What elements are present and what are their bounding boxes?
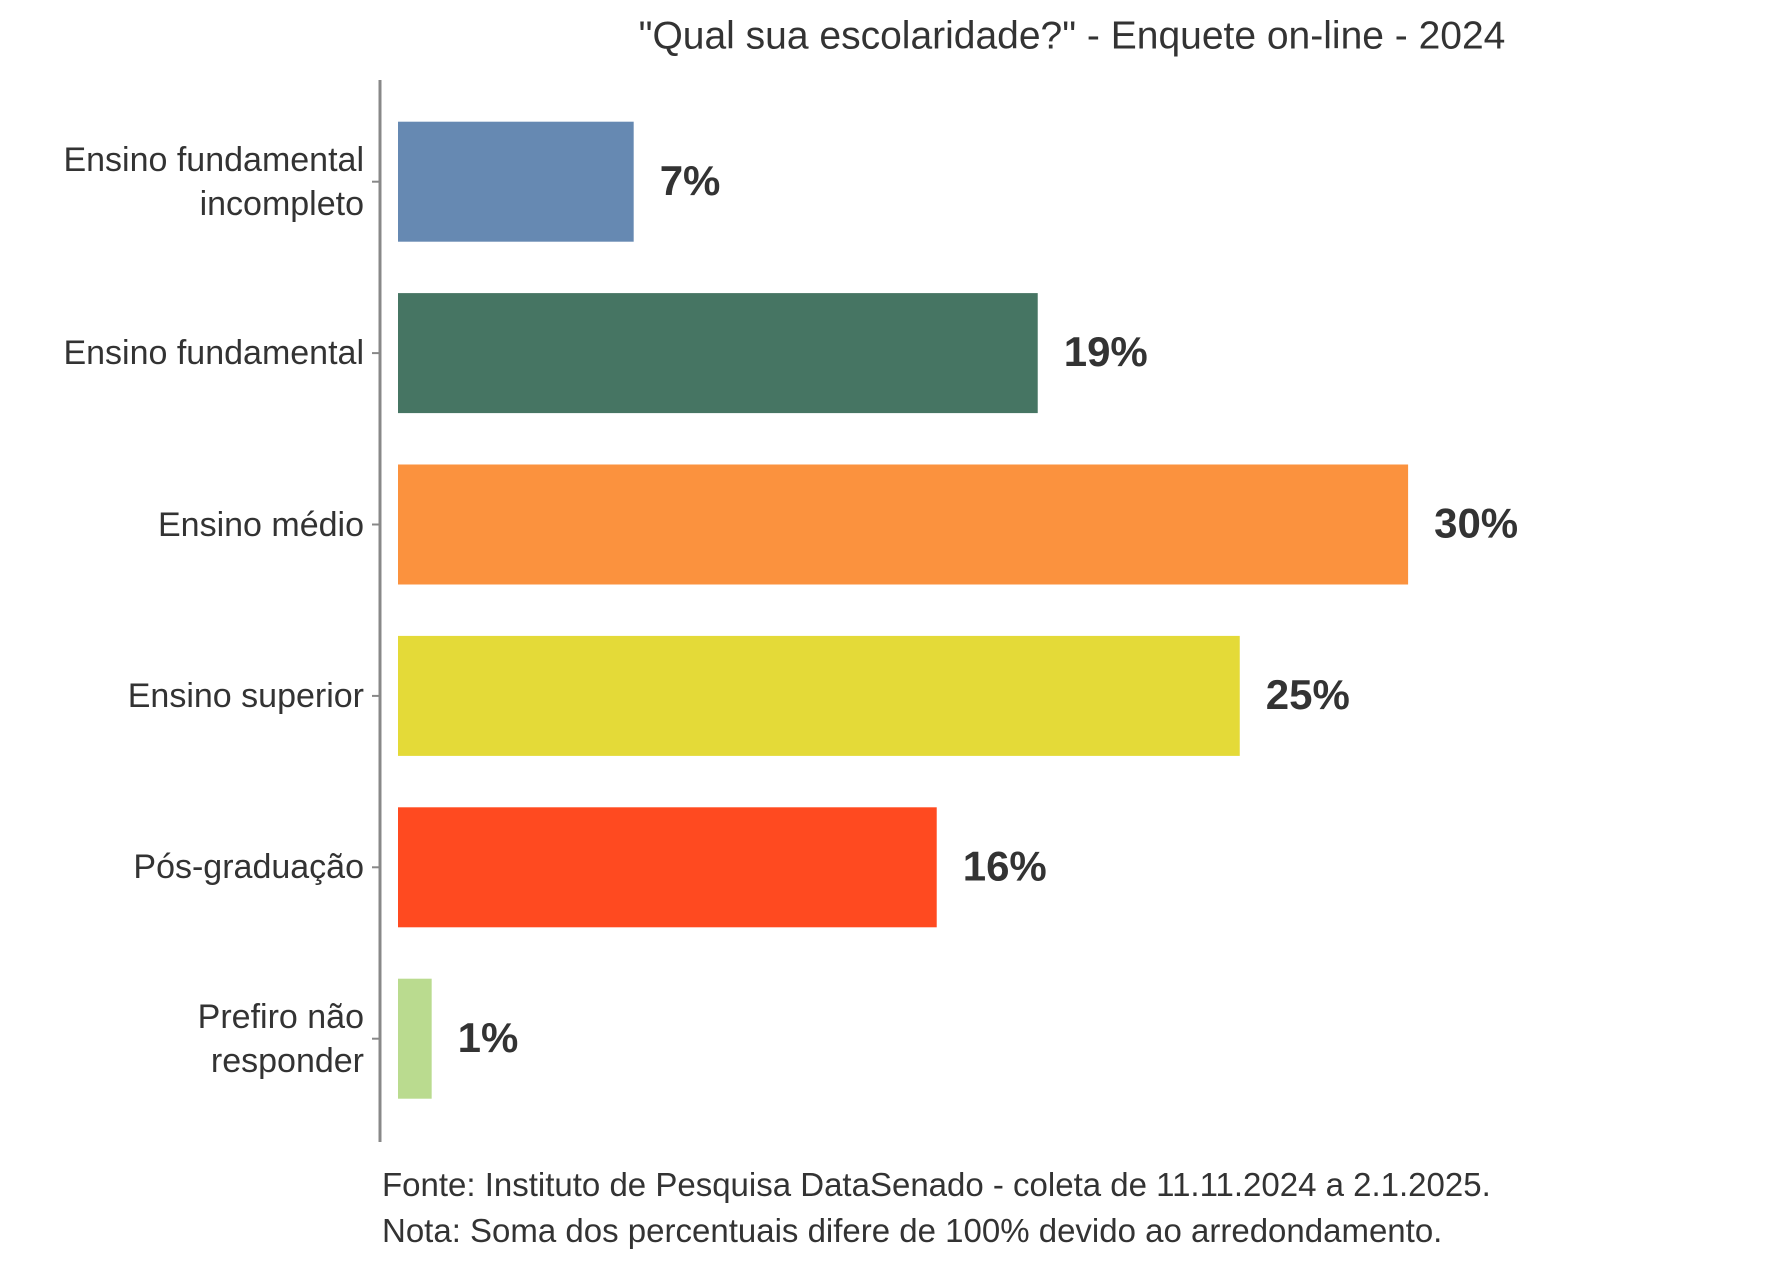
y-tick-label: Ensino médio — [157, 505, 364, 544]
bar — [398, 807, 937, 928]
bar — [398, 121, 634, 242]
y-tick-label: Prefiro não responder — [197, 997, 364, 1080]
value-label: 30% — [1434, 500, 1518, 547]
source: Fonte: Instituto de Pesquisa DataSenado … — [382, 1166, 1491, 1203]
value-label: 19% — [1064, 328, 1148, 375]
value-label: 7% — [660, 157, 721, 204]
chart-title: "Qual sua escolaridade?" - Enquete on-li… — [639, 14, 1506, 57]
bar — [398, 464, 1409, 585]
note: Nota: Soma dos percentuais difere de 100… — [382, 1212, 1443, 1249]
y-tick-label: Ensino fundamental — [63, 334, 364, 373]
y-tick-label: Ensino fundamental incompleto — [63, 140, 364, 223]
bar — [398, 635, 1240, 756]
bar — [398, 978, 432, 1099]
y-tick-label: Ensino superior — [127, 676, 364, 715]
value-label: 16% — [963, 842, 1047, 889]
value-label: 25% — [1266, 671, 1350, 718]
y-tick-label: Pós-graduação — [133, 848, 364, 887]
bar — [398, 293, 1038, 414]
value-label: 1% — [458, 1014, 519, 1061]
